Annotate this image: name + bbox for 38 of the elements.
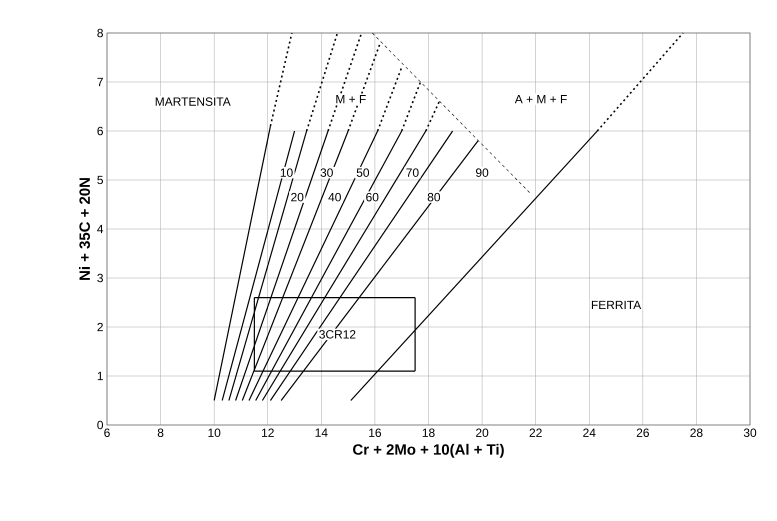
- x-tick-label: 6: [104, 428, 110, 437]
- annotation: A + M + F: [514, 95, 567, 104]
- annotation: 80: [428, 192, 440, 202]
- x-tick-label: 24: [583, 428, 596, 437]
- x-tick-label: 8: [158, 428, 164, 437]
- annotation: 20: [291, 192, 304, 202]
- x-tick-label: 26: [636, 428, 649, 437]
- y-tick-label: 1: [98, 372, 103, 380]
- annotation: M + F: [336, 95, 366, 104]
- annotation: 70: [406, 168, 419, 177]
- y-tick-label: 3: [97, 274, 103, 282]
- x-axis-title: Cr + 2Mo + 10(Al + Ti): [353, 444, 504, 458]
- x-tick-label: 20: [476, 428, 488, 437]
- x-tick-label: 28: [690, 428, 703, 437]
- y-tick-label: 0: [97, 420, 104, 430]
- annotation: 40: [328, 192, 341, 202]
- y-tick-label: 7: [97, 78, 103, 86]
- annotation: 60: [366, 192, 378, 202]
- annotation: 3CR12: [319, 330, 356, 339]
- x-tick-label: 10: [208, 428, 220, 437]
- x-tick-label: 12: [262, 428, 274, 437]
- y-axis-title: Ni + 35C + 20N: [78, 178, 90, 280]
- annotation: 10: [280, 168, 293, 177]
- y-tick-label: 8: [97, 28, 103, 38]
- x-tick-label: 30: [744, 428, 756, 437]
- x-tick-label: 14: [316, 428, 328, 437]
- annotation: 90: [476, 168, 488, 177]
- annotation: MARTENSITA: [156, 97, 231, 106]
- x-tick-label: 18: [422, 428, 435, 437]
- x-tick-label: 16: [369, 428, 382, 437]
- annotation: 50: [356, 168, 370, 177]
- x-tick-label: 22: [530, 428, 542, 437]
- y-tick-label: 2: [97, 322, 103, 332]
- annotation: FERRITA: [592, 300, 642, 310]
- y-tick-label: 6: [97, 126, 103, 136]
- annotation: 30: [320, 168, 333, 177]
- y-tick-label: 5: [97, 176, 103, 184]
- y-tick-label: 4: [97, 224, 104, 234]
